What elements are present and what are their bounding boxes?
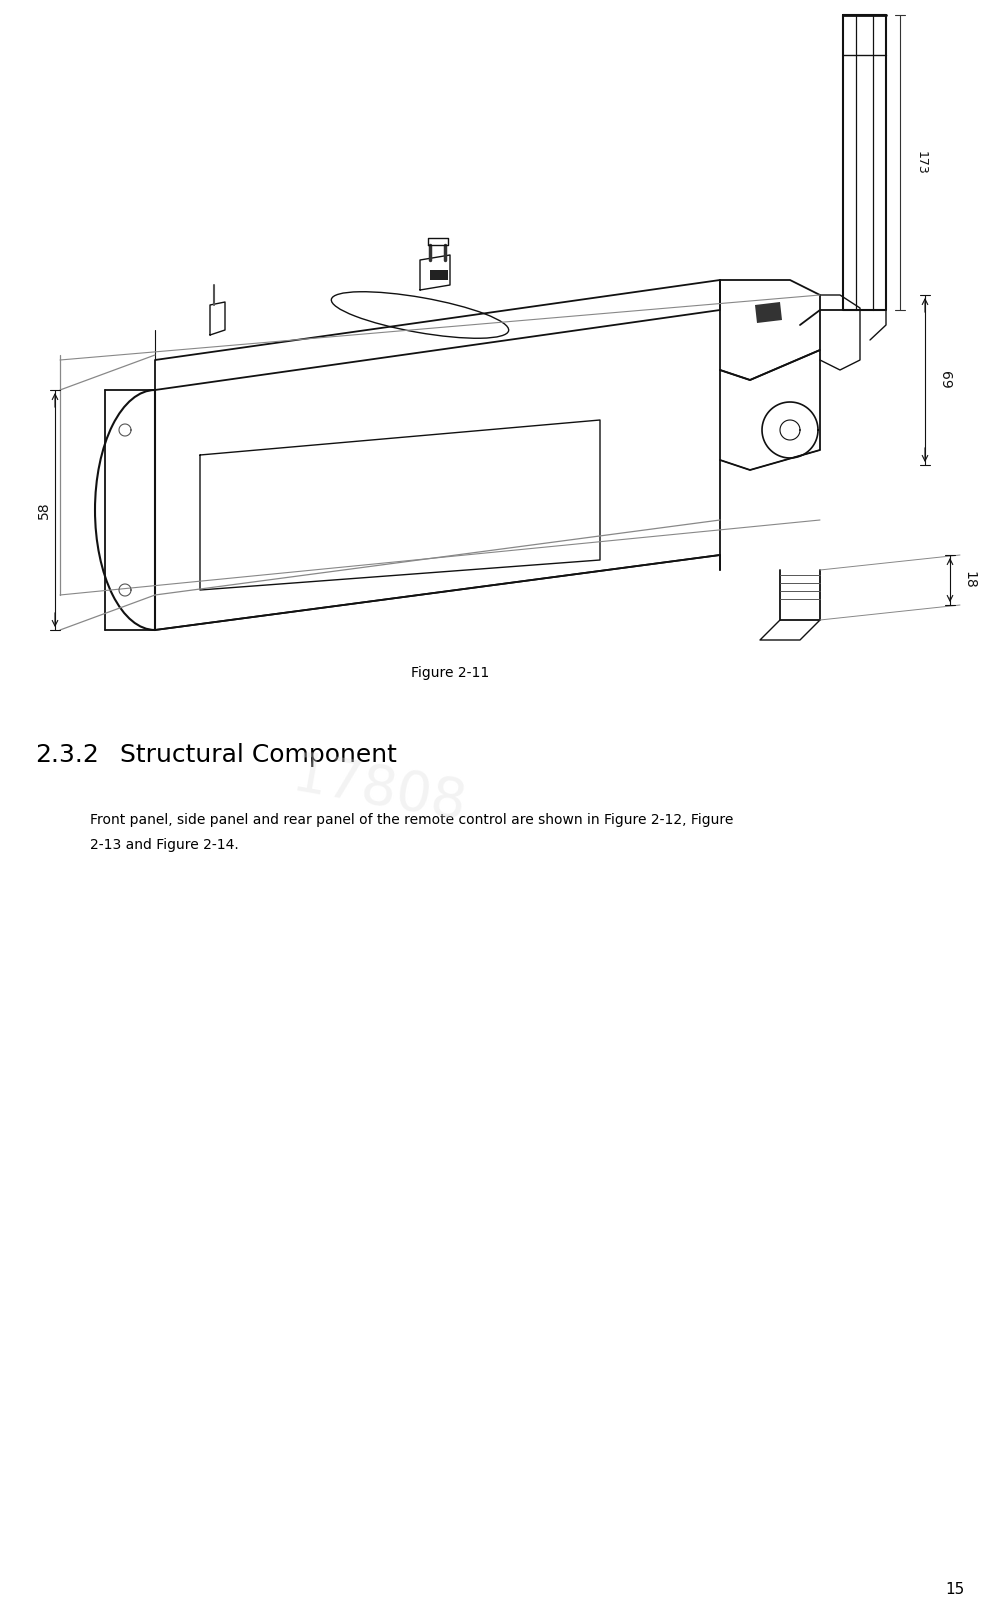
Text: 58: 58 [37, 501, 51, 519]
Text: Structural Component: Structural Component [120, 742, 397, 767]
Text: 2.3.2: 2.3.2 [35, 742, 99, 767]
Text: 2-13 and Figure 2-14.: 2-13 and Figure 2-14. [90, 838, 238, 853]
Text: 18: 18 [962, 571, 976, 588]
Text: Front panel, side panel and rear panel of the remote control are shown in Figure: Front panel, side panel and rear panel o… [90, 814, 733, 827]
Text: 173: 173 [915, 151, 928, 175]
Text: Figure 2-11: Figure 2-11 [411, 666, 489, 679]
Text: 69: 69 [938, 371, 952, 389]
Polygon shape [430, 271, 448, 280]
Polygon shape [755, 302, 782, 323]
Text: 17808: 17808 [289, 749, 472, 832]
Text: 15: 15 [946, 1582, 965, 1598]
